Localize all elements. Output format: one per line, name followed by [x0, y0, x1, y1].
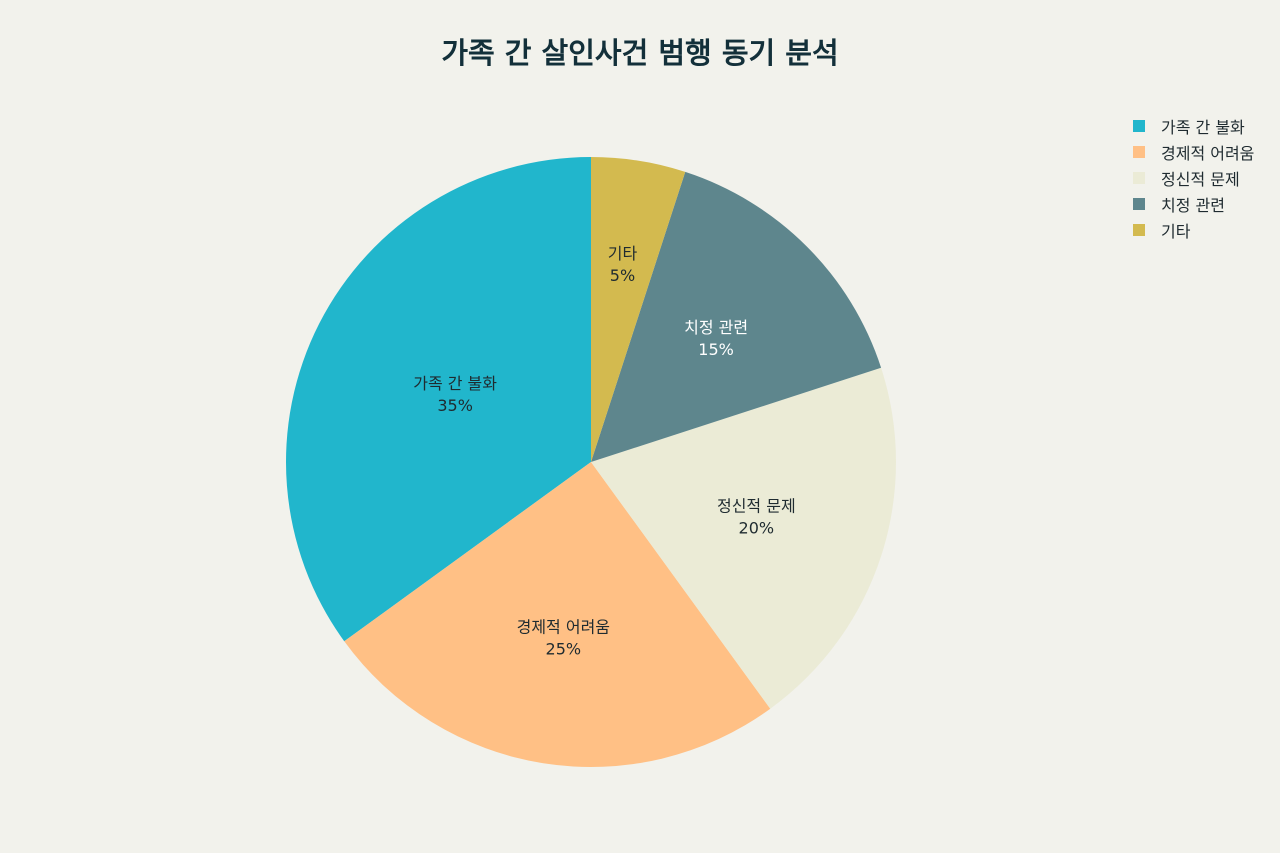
legend-item-2[interactable]: 경제적 어려움	[1133, 139, 1254, 165]
legend-label: 가족 간 불화	[1161, 118, 1245, 137]
legend-item-1[interactable]: 가족 간 불화	[1133, 113, 1254, 139]
slice-value-4: 15%	[698, 340, 734, 359]
chart-title: 가족 간 살인사건 범행 동기 분석	[441, 36, 839, 70]
slice-value-2: 25%	[546, 640, 582, 659]
slice-label-4: 치정 관련	[684, 318, 748, 337]
pie-slice-4	[591, 171, 882, 462]
slice-value-1: 35%	[437, 396, 473, 415]
legend-swatch	[1133, 120, 1145, 132]
slice-value-3: 20%	[739, 519, 775, 538]
legend-swatch	[1133, 224, 1145, 236]
slice-value-5: 5%	[610, 266, 635, 285]
legend-item-5[interactable]: 기타	[1133, 217, 1254, 243]
pie-slice-1	[286, 157, 591, 642]
pie-slice-5	[591, 157, 686, 462]
legend-label: 기타	[1161, 222, 1191, 241]
legend-swatch	[1133, 146, 1145, 158]
pie-slice-3	[591, 367, 896, 709]
slice-label-2: 경제적 어려움	[517, 618, 610, 637]
pie-slice-2	[344, 462, 771, 767]
legend-swatch	[1133, 172, 1145, 184]
legend-label: 정신적 문제	[1161, 170, 1240, 189]
slice-label-3: 정신적 문제	[717, 497, 796, 516]
slice-label-1: 가족 간 불화	[413, 374, 497, 393]
legend-item-3[interactable]: 정신적 문제	[1133, 165, 1254, 191]
legend-label: 치정 관련	[1161, 196, 1225, 215]
legend-swatch	[1133, 198, 1145, 210]
legend-label: 경제적 어려움	[1161, 144, 1255, 163]
legend-item-4[interactable]: 치정 관련	[1133, 191, 1254, 217]
slice-label-5: 기타	[608, 244, 638, 263]
